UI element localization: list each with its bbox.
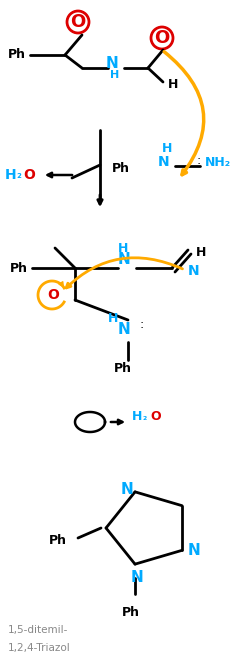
Text: Ph: Ph bbox=[122, 606, 140, 619]
Text: ₂: ₂ bbox=[16, 170, 21, 180]
Text: H: H bbox=[132, 410, 142, 424]
Text: H: H bbox=[5, 168, 17, 182]
Text: 1,2,4-Triazol: 1,2,4-Triazol bbox=[8, 643, 71, 653]
Text: Ph: Ph bbox=[10, 261, 28, 275]
Text: Ph: Ph bbox=[8, 48, 26, 62]
Text: H: H bbox=[108, 312, 118, 324]
Text: H: H bbox=[162, 142, 172, 154]
Text: N: N bbox=[118, 252, 131, 267]
Text: O: O bbox=[47, 288, 59, 302]
Text: :: : bbox=[197, 154, 201, 167]
Text: O: O bbox=[150, 410, 161, 424]
Text: H: H bbox=[196, 246, 206, 258]
Text: N: N bbox=[188, 543, 201, 558]
Text: O: O bbox=[70, 13, 86, 31]
Text: N: N bbox=[188, 264, 200, 278]
Text: N: N bbox=[118, 322, 131, 338]
Text: H: H bbox=[110, 70, 119, 80]
Text: Ph: Ph bbox=[49, 534, 67, 547]
Text: N: N bbox=[121, 483, 133, 497]
Text: ₂: ₂ bbox=[143, 412, 147, 422]
Text: :: : bbox=[140, 318, 144, 332]
Text: O: O bbox=[23, 168, 35, 182]
Text: 1,5-ditemil-: 1,5-ditemil- bbox=[8, 625, 68, 635]
Text: NH₂: NH₂ bbox=[205, 156, 231, 169]
Text: N: N bbox=[158, 155, 170, 169]
Text: Ph: Ph bbox=[112, 162, 130, 175]
Text: Ph: Ph bbox=[114, 361, 132, 375]
Text: O: O bbox=[154, 29, 170, 47]
Text: N: N bbox=[131, 570, 143, 585]
Text: H: H bbox=[168, 79, 178, 91]
Text: H: H bbox=[118, 242, 128, 254]
Text: N: N bbox=[106, 56, 119, 71]
